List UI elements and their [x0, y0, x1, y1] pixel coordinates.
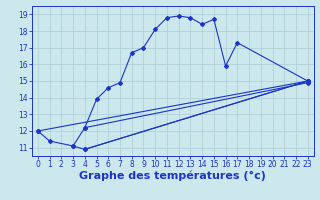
X-axis label: Graphe des températures (°c): Graphe des températures (°c) [79, 171, 266, 181]
